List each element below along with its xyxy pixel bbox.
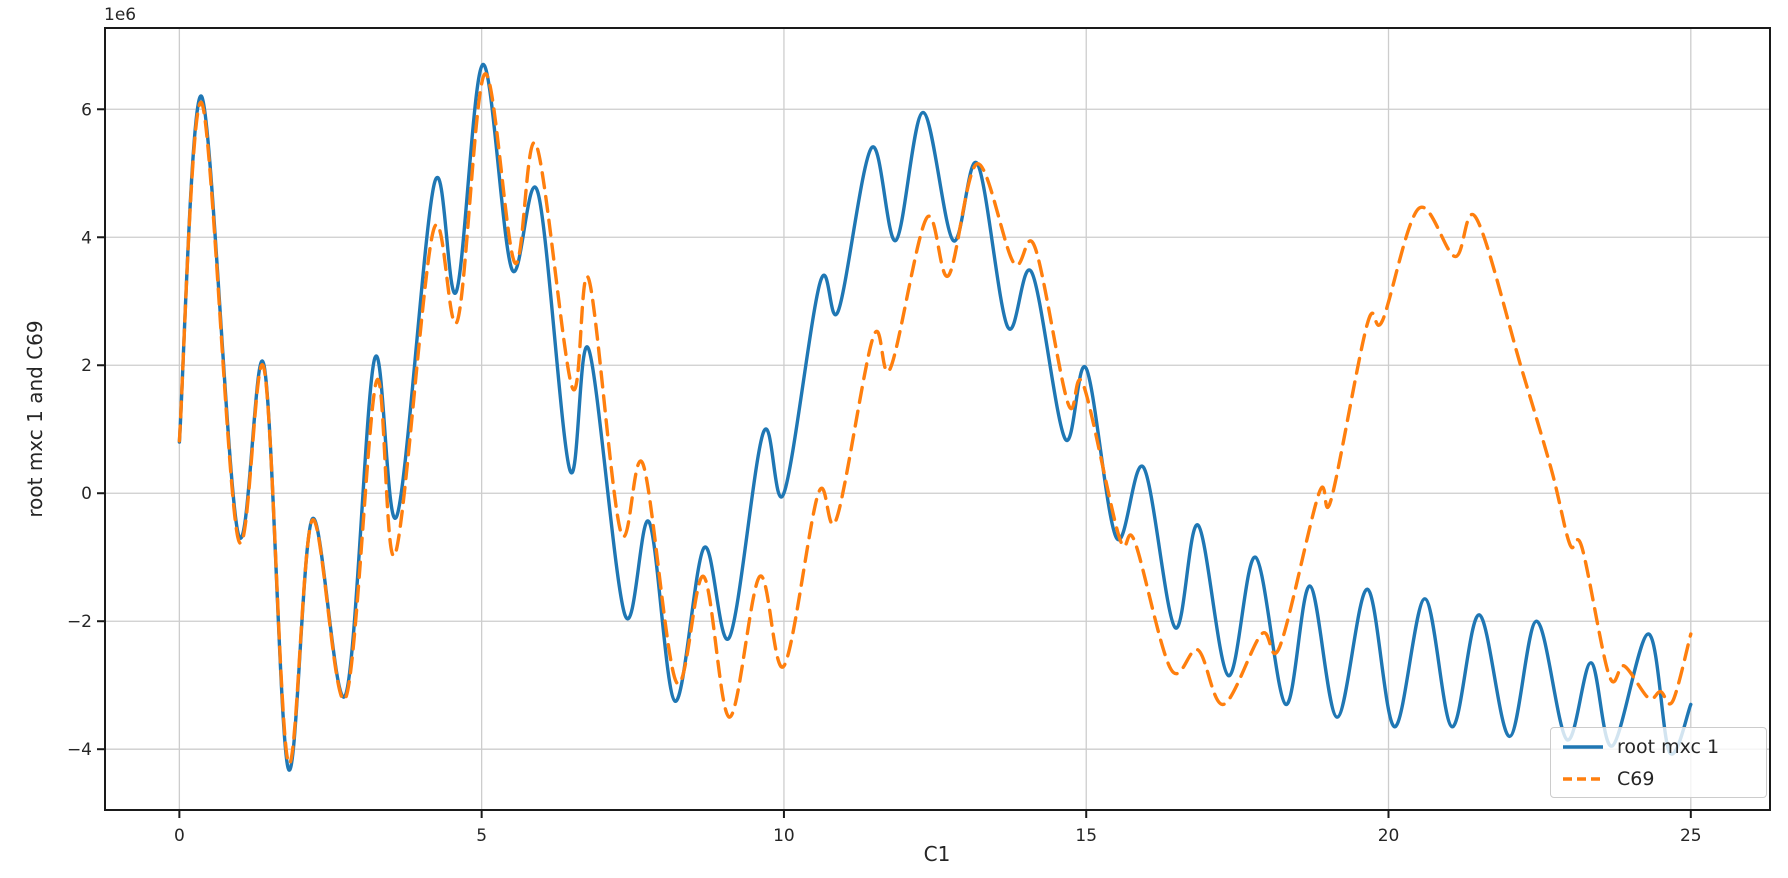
x-tick-label: 15 bbox=[1075, 826, 1097, 846]
x-tick-label: 25 bbox=[1680, 826, 1702, 846]
x-tick-label: 0 bbox=[174, 826, 185, 846]
x-axis-label: C1 bbox=[924, 842, 951, 866]
x-tick-label: 5 bbox=[476, 826, 487, 846]
tick-marks bbox=[97, 108, 1692, 818]
legend-label: root mxc 1 bbox=[1617, 735, 1720, 758]
y-tick-label: 2 bbox=[81, 356, 92, 376]
legend-item-root-mxc-1: root mxc 1 bbox=[1561, 733, 1756, 761]
series-lines bbox=[177, 62, 1693, 772]
series-line-root-mxc-1 bbox=[177, 62, 1693, 772]
x-tick-label: 10 bbox=[773, 826, 795, 846]
y-tick-label: 0 bbox=[81, 484, 92, 504]
gridlines bbox=[105, 28, 1770, 810]
legend-line-solid-icon bbox=[1563, 744, 1603, 749]
tick-labels: 0 5 10 15 20 25 −4 −2 0 2 4 6 bbox=[67, 100, 1702, 846]
y-tick-label: −4 bbox=[67, 740, 92, 760]
legend-line-dashed-icon bbox=[1563, 776, 1603, 781]
legend-item-c69: C69 bbox=[1561, 765, 1756, 793]
series-line-c69 bbox=[177, 72, 1693, 766]
y-offset-label: 1e6 bbox=[104, 5, 136, 25]
legend: root mxc 1 C69 bbox=[1550, 727, 1767, 798]
y-tick-label: 6 bbox=[81, 100, 92, 120]
y-tick-label: 4 bbox=[81, 228, 92, 248]
y-axis-label: root mxc 1 and C69 bbox=[23, 320, 47, 517]
y-tick-label: −2 bbox=[67, 612, 92, 632]
x-tick-label: 20 bbox=[1378, 826, 1400, 846]
plot-border bbox=[104, 27, 1771, 811]
legend-label: C69 bbox=[1617, 767, 1655, 790]
